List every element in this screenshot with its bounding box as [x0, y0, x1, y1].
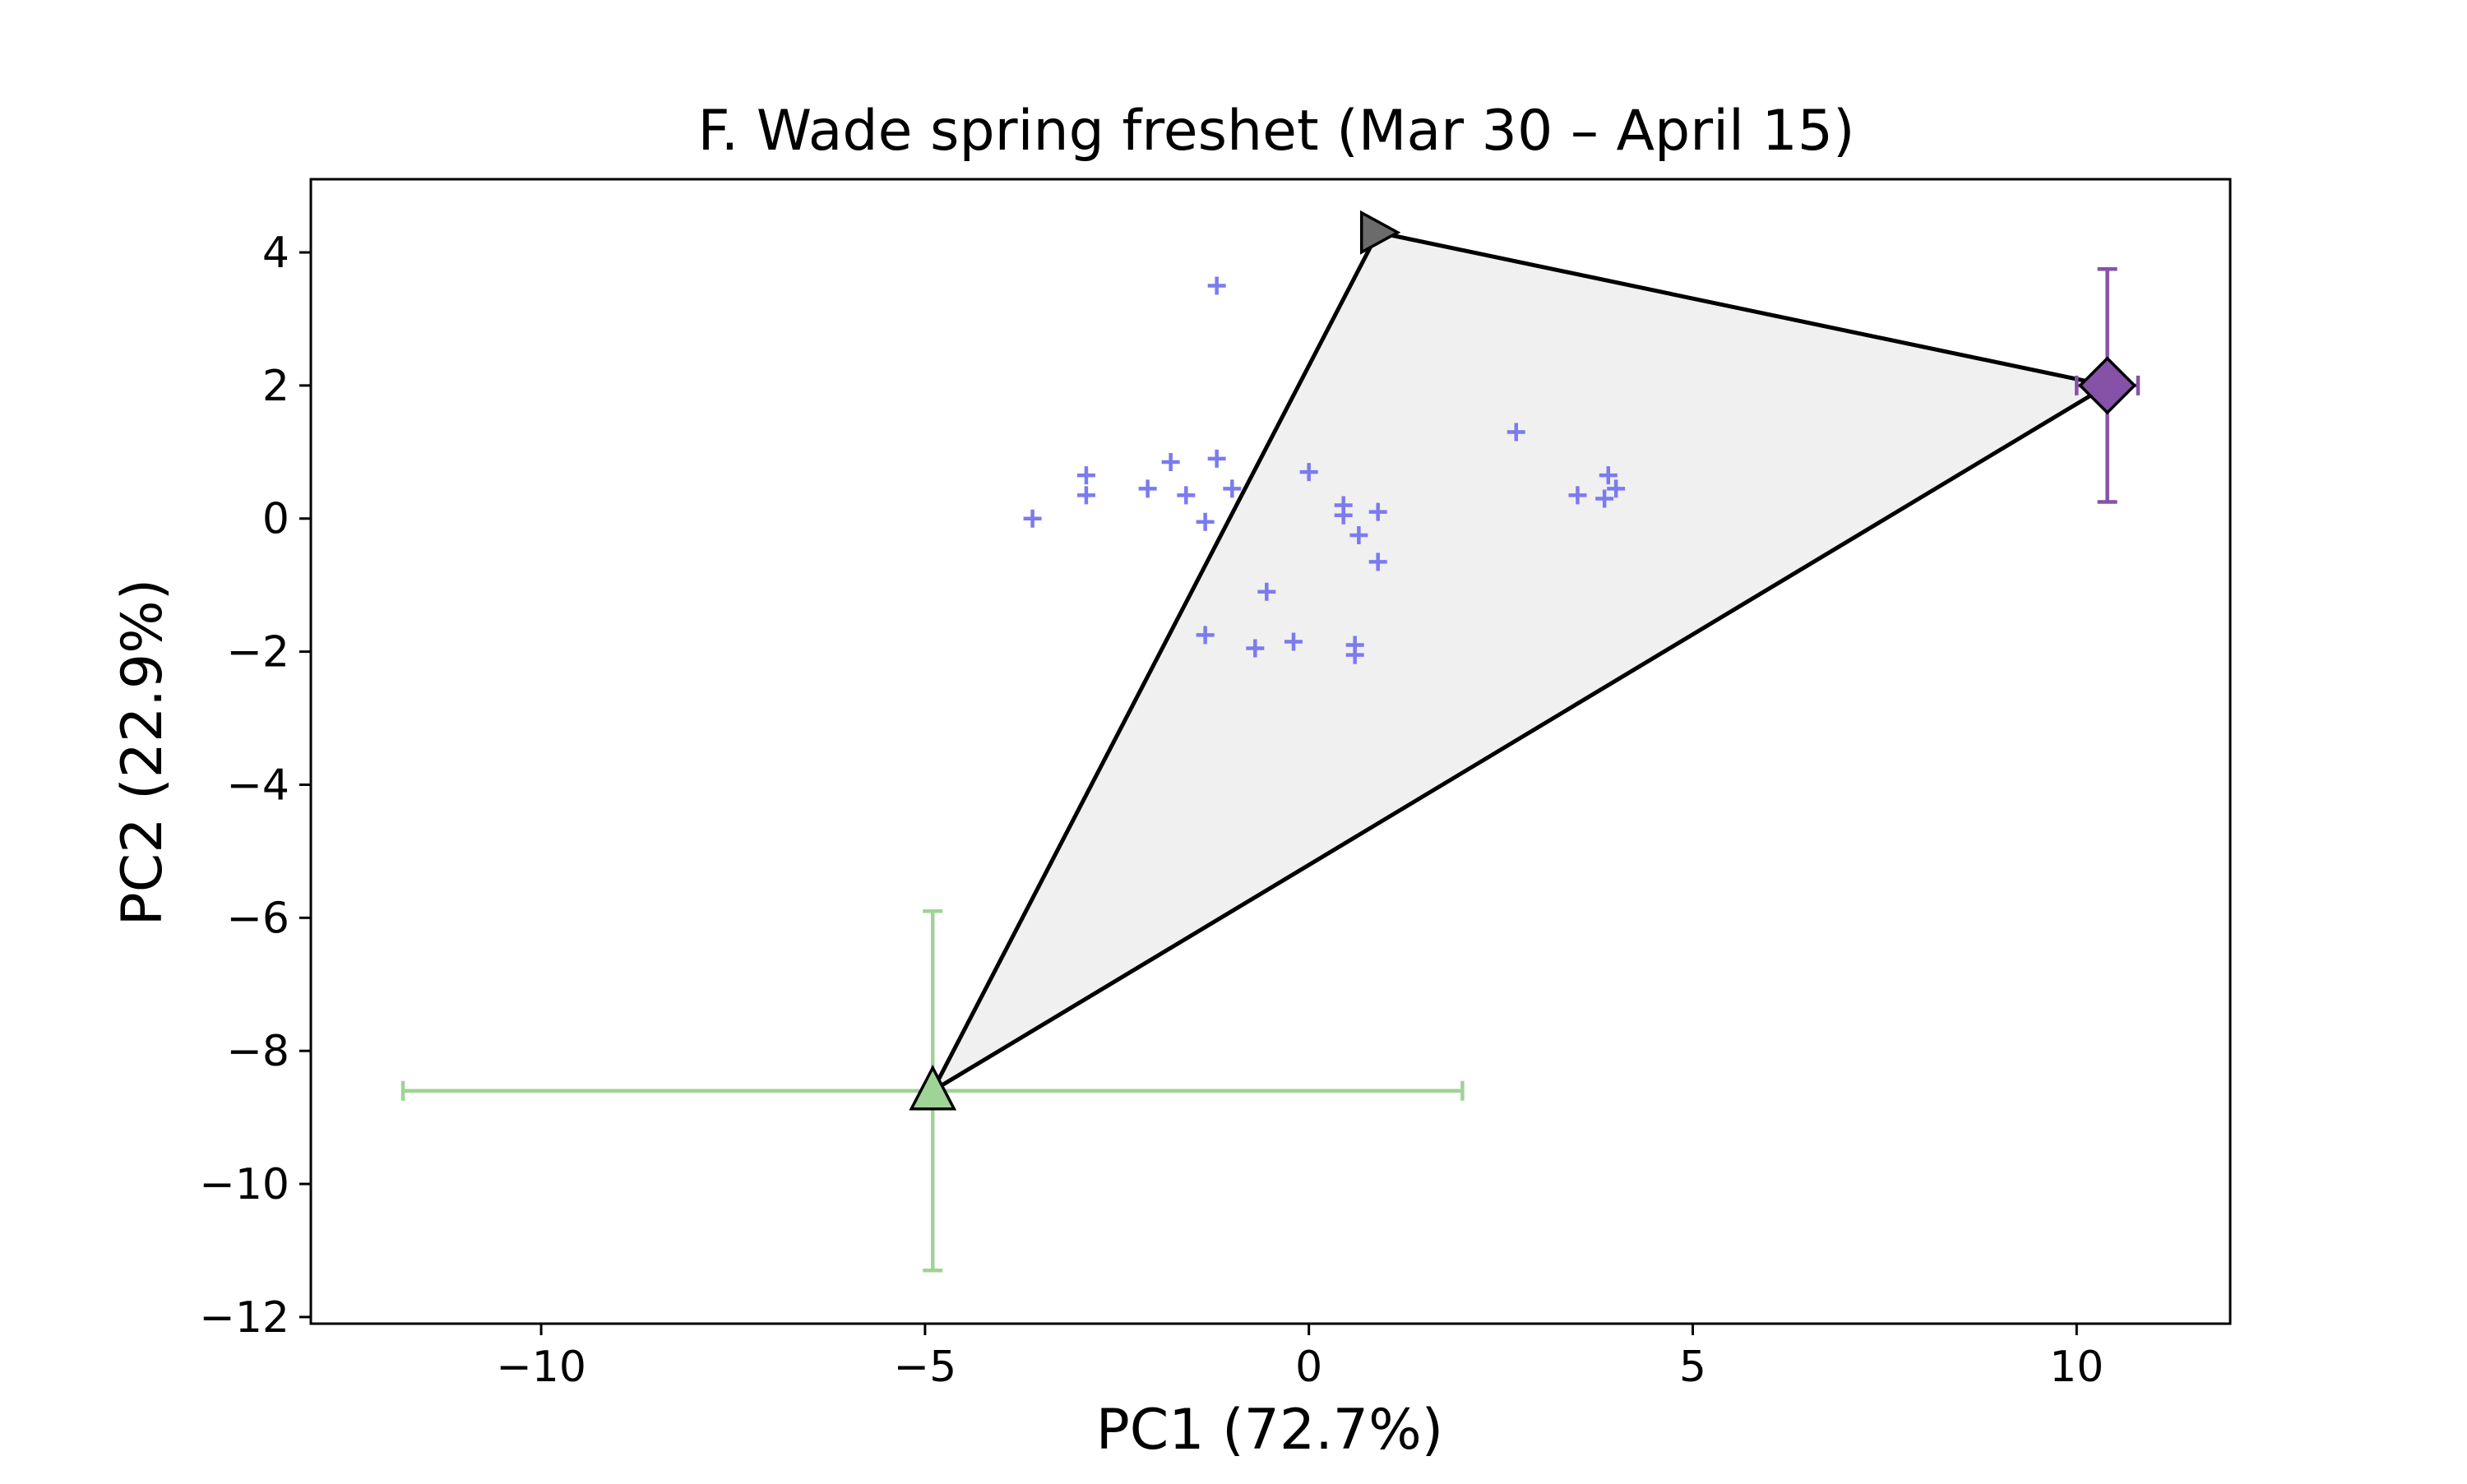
- sample-point-26: [1595, 489, 1614, 508]
- sample-point-7: [1161, 452, 1180, 471]
- y-tick-label: 4: [262, 229, 289, 278]
- x-tick-label: −10: [496, 1343, 586, 1392]
- chart-title: F. Wade spring freshet (Mar 30 – April 1…: [697, 99, 1854, 164]
- sample-point-27: [1607, 479, 1626, 498]
- y-tick-label: −10: [199, 1160, 289, 1209]
- sample-point-9: [1207, 449, 1226, 468]
- y-tick-label: −4: [226, 760, 289, 810]
- sample-point-18: [1257, 582, 1276, 601]
- sample-point-6: [1138, 479, 1157, 498]
- sample-point-8: [1177, 486, 1196, 505]
- x-axis-label: PC1 (72.7%): [1096, 1398, 1443, 1463]
- sample-point-25: [1599, 466, 1618, 485]
- y-tick-label: 0: [262, 495, 289, 544]
- sample-point-23: [1345, 645, 1364, 664]
- sample-point-1: [1207, 276, 1226, 295]
- y-tick-label: −2: [226, 628, 289, 677]
- sample-point-5: [1076, 466, 1095, 485]
- y-tick-label: −12: [199, 1293, 289, 1343]
- sample-point-3: [1023, 509, 1042, 528]
- mixing-triangle: [930, 230, 2110, 1093]
- sample-point-4: [1076, 486, 1095, 505]
- plot-area: [400, 210, 2141, 1273]
- y-tick-label: −8: [226, 1027, 289, 1076]
- sample-point-14: [1334, 506, 1353, 525]
- sample-point-12: [1299, 463, 1318, 482]
- sample-point-2: [1507, 423, 1525, 442]
- x-tick-label: 0: [1295, 1343, 1322, 1392]
- end-member-2-marker: [2078, 356, 2137, 415]
- sample-point-19: [1196, 626, 1215, 645]
- sample-point-24: [1568, 486, 1587, 505]
- sample-point-11: [1223, 479, 1242, 498]
- x-tick-label: 5: [1679, 1343, 1706, 1392]
- axes: −10 −5 0 5 10 4 2 0 −2 −4 −6 −8 −10 −12: [199, 178, 2232, 1392]
- sample-point-10: [1196, 512, 1215, 531]
- sample-point-15: [1368, 502, 1387, 521]
- y-axis-label: PC2 (22.9%): [110, 579, 175, 926]
- y-tick-label: −6: [226, 894, 289, 943]
- x-tick-label: −5: [894, 1343, 957, 1392]
- sample-point-21: [1284, 632, 1303, 651]
- end-member-3-marker: [909, 1064, 957, 1111]
- sample-point-16: [1349, 525, 1368, 544]
- x-tick-label: 10: [2049, 1343, 2104, 1392]
- sample-point-17: [1368, 552, 1387, 571]
- sample-point-20: [1246, 639, 1265, 658]
- end-member-1-marker: [1359, 210, 1401, 255]
- plot-frame: [309, 178, 2232, 1325]
- y-tick-label: 2: [262, 362, 289, 411]
